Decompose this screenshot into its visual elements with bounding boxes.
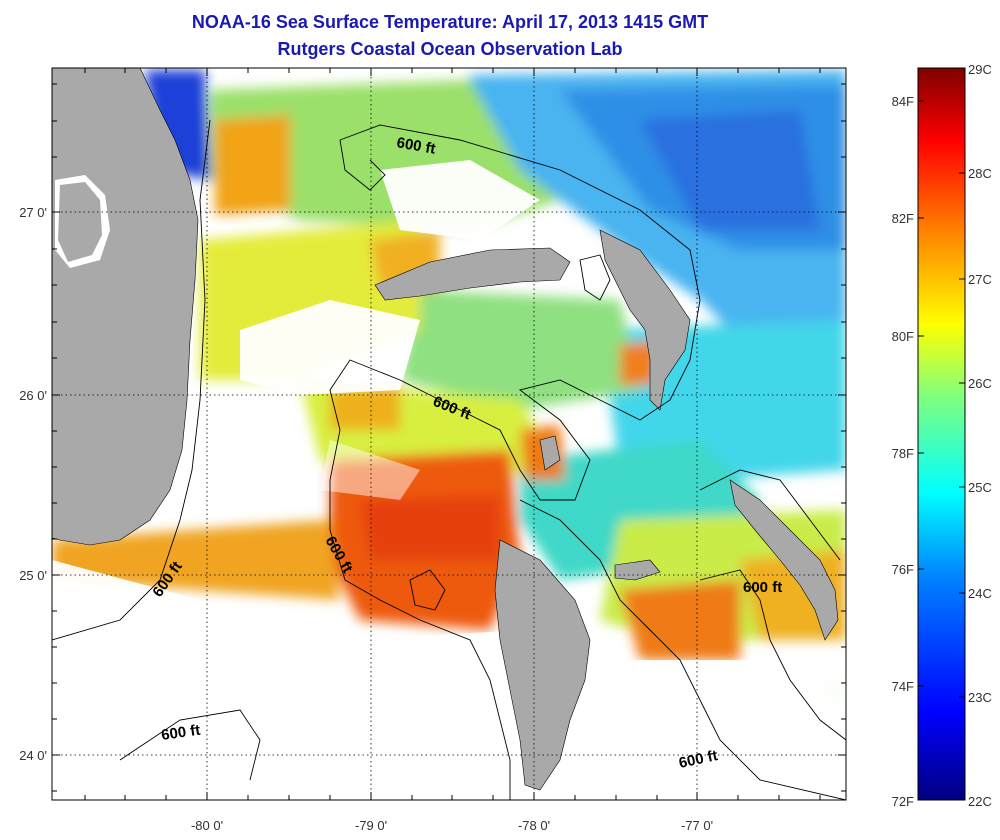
celsius-label: 22C xyxy=(968,794,992,809)
colorbar: 29C 28C 27C 26C 25C 24C 23C 22C 84F 82F … xyxy=(892,62,992,809)
celsius-label: 27C xyxy=(968,272,992,287)
celsius-label: 26C xyxy=(968,376,992,391)
lon-label: -80 0' xyxy=(191,818,223,833)
lon-label: -77 0' xyxy=(681,818,713,833)
lat-label: 25 0' xyxy=(19,568,47,583)
lat-label: 26 0' xyxy=(19,388,47,403)
isobath-contours xyxy=(52,119,846,800)
map-title: NOAA-16 Sea Surface Temperature: April 1… xyxy=(191,12,709,32)
contour-label: 600 ft xyxy=(160,722,201,744)
graticule xyxy=(52,68,846,800)
fahrenheit-label: 80F xyxy=(892,329,914,344)
contour-label: 600 ft xyxy=(743,579,782,596)
contour-label: 600 ft xyxy=(395,134,437,158)
celsius-label: 24C xyxy=(968,586,992,601)
axis-ticks xyxy=(52,68,846,800)
fahrenheit-label: 76F xyxy=(892,562,914,577)
celsius-label: 29C xyxy=(968,62,992,77)
colorbar-gradient xyxy=(917,67,966,801)
lon-label: -79 0' xyxy=(355,818,387,833)
lat-label: 24 0' xyxy=(19,748,47,763)
celsius-label: 25C xyxy=(968,480,992,495)
map-frame xyxy=(51,67,847,801)
fahrenheit-label: 82F xyxy=(892,211,914,226)
lat-label: 27 0' xyxy=(19,205,47,220)
celsius-label: 28C xyxy=(968,166,992,181)
lon-label: -78 0' xyxy=(518,818,550,833)
fahrenheit-label: 78F xyxy=(892,446,914,461)
fahrenheit-label: 74F xyxy=(892,679,914,694)
celsius-label: 23C xyxy=(968,690,992,705)
fahrenheit-label: 84F xyxy=(892,94,914,109)
map-subtitle: Rutgers Coastal Ocean Observation Lab xyxy=(277,39,623,59)
fahrenheit-label: 72F xyxy=(892,794,914,809)
